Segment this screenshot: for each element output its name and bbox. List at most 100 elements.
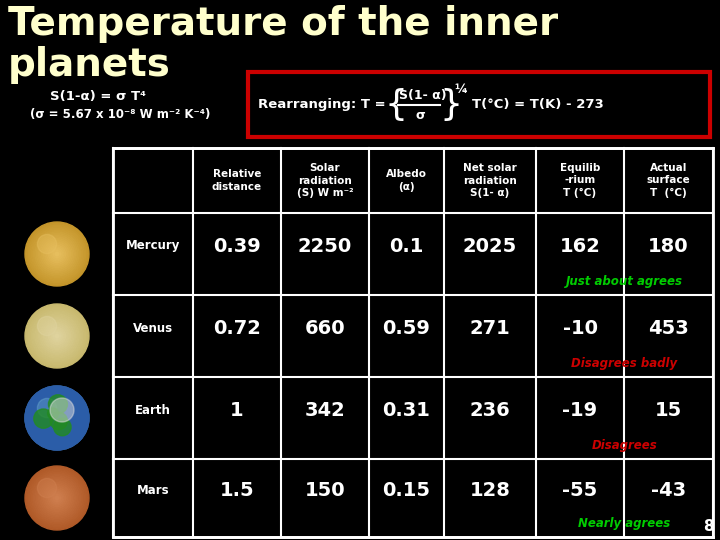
Circle shape xyxy=(48,409,66,427)
Text: 8: 8 xyxy=(703,519,714,534)
Circle shape xyxy=(55,252,59,255)
Text: 0.1: 0.1 xyxy=(390,237,423,255)
Circle shape xyxy=(55,496,59,500)
Circle shape xyxy=(25,386,89,450)
Circle shape xyxy=(40,481,74,515)
Text: 0.59: 0.59 xyxy=(382,319,431,338)
Text: Venus: Venus xyxy=(133,321,173,334)
Text: Albedo
(α): Albedo (α) xyxy=(386,170,427,192)
Circle shape xyxy=(50,411,64,425)
Circle shape xyxy=(43,484,71,511)
Circle shape xyxy=(47,408,67,428)
Text: Disagrees badly: Disagrees badly xyxy=(572,356,678,369)
Circle shape xyxy=(38,318,76,355)
Circle shape xyxy=(30,227,84,281)
Text: S(1- α): S(1- α) xyxy=(399,89,446,102)
FancyBboxPatch shape xyxy=(248,72,710,137)
Circle shape xyxy=(27,306,87,366)
Circle shape xyxy=(35,396,79,440)
Circle shape xyxy=(38,480,76,517)
Circle shape xyxy=(48,246,66,262)
Circle shape xyxy=(50,247,64,261)
Text: 2025: 2025 xyxy=(463,237,517,255)
Circle shape xyxy=(25,466,89,530)
Text: 2250: 2250 xyxy=(298,237,352,255)
Circle shape xyxy=(47,244,67,264)
Circle shape xyxy=(42,403,72,433)
Text: Actual
surface
T  (°C): Actual surface T (°C) xyxy=(647,163,690,198)
Circle shape xyxy=(45,242,69,266)
Circle shape xyxy=(25,386,89,450)
Text: $\}$: $\}$ xyxy=(439,86,459,123)
Circle shape xyxy=(40,237,74,271)
Text: 342: 342 xyxy=(305,401,346,420)
Circle shape xyxy=(40,401,74,435)
Circle shape xyxy=(50,329,64,343)
Text: -43: -43 xyxy=(651,481,686,500)
Circle shape xyxy=(47,326,67,346)
Circle shape xyxy=(52,493,62,503)
Text: 150: 150 xyxy=(305,481,346,500)
Text: 1.5: 1.5 xyxy=(220,481,254,500)
Text: Mercury: Mercury xyxy=(126,240,180,253)
Circle shape xyxy=(52,249,62,259)
Circle shape xyxy=(55,334,59,338)
Circle shape xyxy=(28,389,86,447)
Circle shape xyxy=(43,240,71,267)
Circle shape xyxy=(33,313,81,360)
Circle shape xyxy=(28,307,86,365)
Circle shape xyxy=(37,478,77,518)
Circle shape xyxy=(48,490,66,507)
Circle shape xyxy=(28,225,86,282)
Circle shape xyxy=(37,234,77,274)
Circle shape xyxy=(40,413,51,423)
Text: Earth: Earth xyxy=(135,403,171,416)
Circle shape xyxy=(30,471,84,525)
Circle shape xyxy=(40,319,74,353)
Text: 0.72: 0.72 xyxy=(213,319,261,338)
Text: 660: 660 xyxy=(305,319,346,338)
Text: (σ = 5.67 x 10⁻⁸ W m⁻² K⁻⁴): (σ = 5.67 x 10⁻⁸ W m⁻² K⁻⁴) xyxy=(30,108,210,121)
Text: σ: σ xyxy=(416,109,426,122)
Circle shape xyxy=(41,401,58,418)
Circle shape xyxy=(37,316,57,335)
Text: 271: 271 xyxy=(469,319,510,338)
Text: S(1-α) = σ T⁴: S(1-α) = σ T⁴ xyxy=(50,90,146,103)
Text: Mars: Mars xyxy=(137,483,169,496)
Circle shape xyxy=(25,304,89,368)
Text: ¼: ¼ xyxy=(454,83,467,96)
Circle shape xyxy=(38,235,76,273)
Circle shape xyxy=(41,401,54,414)
Circle shape xyxy=(28,469,86,526)
Text: Rearranging: T =: Rearranging: T = xyxy=(258,98,390,111)
Text: Disagrees: Disagrees xyxy=(592,438,657,451)
Circle shape xyxy=(53,495,60,501)
Circle shape xyxy=(51,410,61,420)
Circle shape xyxy=(32,472,82,523)
Circle shape xyxy=(32,310,82,361)
Circle shape xyxy=(27,388,87,448)
Text: planets: planets xyxy=(8,46,171,84)
Text: 128: 128 xyxy=(469,481,510,500)
Circle shape xyxy=(55,416,59,420)
Circle shape xyxy=(52,413,62,423)
Text: 236: 236 xyxy=(469,401,510,420)
Text: $\{$: $\{$ xyxy=(384,86,405,123)
Text: 0.39: 0.39 xyxy=(213,237,261,255)
Circle shape xyxy=(53,333,60,339)
Text: 15: 15 xyxy=(655,401,682,420)
Circle shape xyxy=(32,229,82,279)
Text: Net solar
radiation
S(1- α): Net solar radiation S(1- α) xyxy=(463,163,517,198)
Circle shape xyxy=(42,321,72,351)
Circle shape xyxy=(35,232,79,276)
Text: Solar
radiation
(S) W m⁻²: Solar radiation (S) W m⁻² xyxy=(297,163,354,198)
Circle shape xyxy=(53,415,60,421)
Circle shape xyxy=(38,400,76,436)
Text: 0.31: 0.31 xyxy=(382,401,431,420)
Circle shape xyxy=(33,231,81,278)
Circle shape xyxy=(35,314,79,358)
Circle shape xyxy=(50,398,74,422)
Circle shape xyxy=(37,398,77,438)
Circle shape xyxy=(50,491,64,505)
Text: 180: 180 xyxy=(648,237,689,255)
